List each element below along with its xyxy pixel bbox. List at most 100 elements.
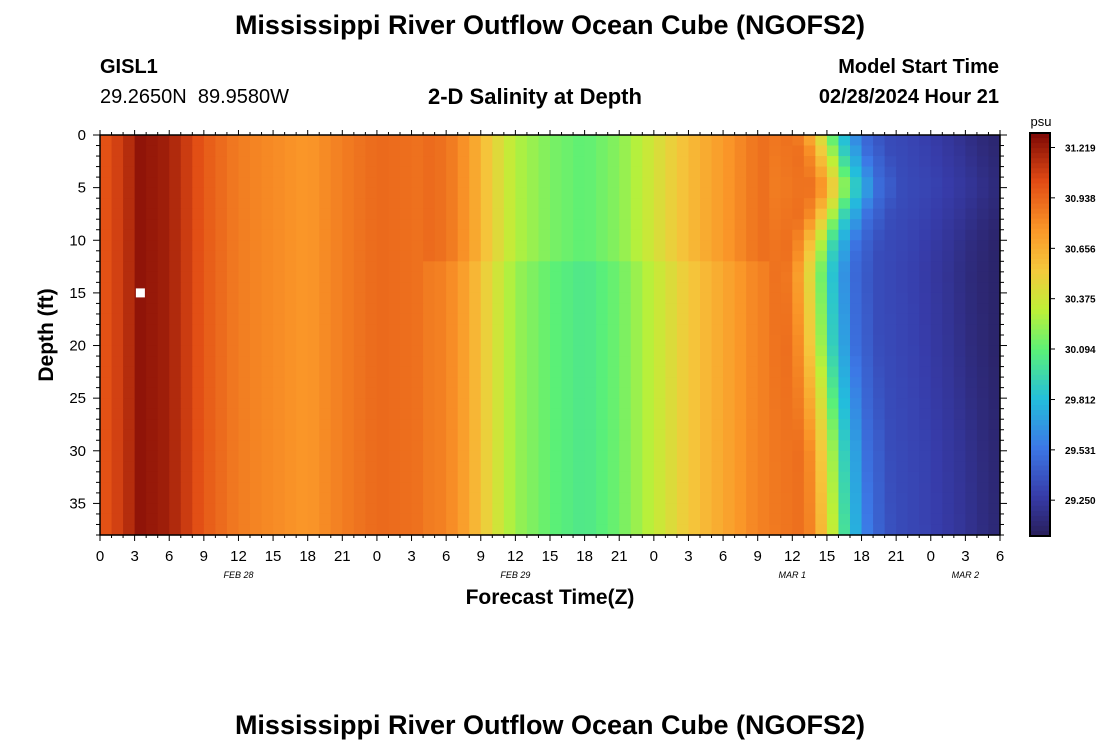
heatmap-cell — [261, 471, 274, 483]
heatmap-cell — [757, 461, 770, 473]
heatmap-cell — [169, 240, 182, 252]
heatmap-cell — [238, 208, 251, 220]
heatmap-cell — [388, 187, 401, 199]
heatmap-cell — [146, 408, 159, 420]
heatmap-cell — [988, 524, 1001, 536]
heatmap-cell — [919, 335, 932, 347]
colorbar-tick-label: 29.250 — [1065, 496, 1096, 507]
heatmap-cell — [515, 356, 528, 368]
heatmap-cell — [284, 408, 297, 420]
heatmap-cell — [653, 503, 666, 515]
heatmap-cell — [676, 145, 690, 157]
heatmap-cell — [492, 524, 505, 536]
heatmap-cell — [123, 524, 136, 536]
heatmap-cell — [769, 177, 782, 189]
heatmap-cell — [607, 471, 620, 483]
heatmap-cell — [907, 356, 920, 368]
heatmap-cell — [400, 524, 413, 536]
heatmap-cell — [953, 250, 966, 262]
heatmap-cell — [919, 387, 932, 399]
heatmap-cell — [238, 187, 251, 199]
heatmap-cell — [261, 492, 274, 505]
heatmap-cell — [469, 282, 482, 294]
heatmap-cell — [653, 292, 666, 305]
heatmap-cell — [469, 482, 482, 494]
heatmap-cell — [630, 419, 643, 431]
x-tick-label: 0 — [927, 548, 935, 565]
heatmap-cell — [838, 177, 851, 189]
heatmap-cell — [561, 408, 574, 420]
heatmap-cell — [319, 282, 332, 294]
heatmap-cell — [100, 135, 113, 147]
heatmap-cell — [457, 461, 470, 473]
heatmap-cell — [423, 440, 436, 452]
heatmap-cell — [376, 135, 390, 147]
heatmap-cell — [526, 135, 540, 147]
heatmap-cell — [688, 471, 701, 483]
heatmap-cell — [307, 482, 320, 494]
heatmap-cell — [873, 366, 886, 378]
heatmap-cell — [838, 345, 851, 357]
heatmap-cell — [873, 524, 886, 536]
heatmap-cell — [273, 377, 286, 389]
heatmap-cell — [700, 503, 713, 515]
heatmap-cell — [492, 177, 505, 189]
heatmap-cell — [803, 377, 816, 389]
heatmap-cell — [100, 229, 113, 241]
heatmap-cell — [619, 177, 632, 189]
heatmap-cell — [780, 240, 793, 252]
heatmap-cell — [734, 303, 747, 315]
day-label: FEB 28 — [223, 570, 253, 580]
heatmap-cell — [826, 240, 840, 252]
heatmap-cell — [561, 503, 574, 515]
heatmap-cell — [515, 503, 528, 515]
heatmap-cell — [688, 345, 701, 357]
heatmap-cell — [273, 250, 286, 262]
heatmap-cell — [146, 219, 159, 231]
heatmap-cell — [123, 356, 136, 368]
heatmap-cell — [850, 166, 863, 178]
heatmap-cell — [111, 345, 124, 357]
heatmap-cell — [896, 271, 909, 283]
heatmap-cell — [850, 398, 863, 410]
heatmap-cell — [896, 282, 909, 294]
heatmap-cell — [861, 492, 874, 505]
heatmap-cell — [988, 345, 1001, 357]
heatmap-cell — [884, 229, 897, 241]
heatmap-cell — [607, 398, 620, 410]
heatmap-cell — [850, 219, 863, 231]
heatmap-cell — [226, 513, 240, 526]
heatmap-cell — [146, 377, 159, 389]
heatmap-cell — [607, 503, 620, 515]
heatmap-cell — [388, 229, 401, 241]
colorbar-swatch — [1030, 475, 1050, 482]
heatmap-cell — [607, 187, 620, 199]
heatmap-cell — [965, 166, 978, 178]
heatmap-cell — [561, 219, 574, 231]
heatmap-cell — [261, 524, 274, 536]
heatmap-cell — [388, 377, 401, 389]
heatmap-cell — [550, 324, 563, 336]
heatmap-cell — [307, 429, 320, 441]
heatmap-cell — [584, 524, 597, 536]
heatmap-cell — [469, 366, 482, 378]
heatmap-cell — [942, 419, 955, 431]
heatmap-cell — [157, 419, 170, 431]
heatmap-cell — [653, 429, 666, 441]
heatmap-cell — [123, 135, 136, 147]
heatmap-cell — [780, 187, 793, 199]
heatmap-cell — [492, 198, 505, 210]
heatmap-cell — [976, 271, 990, 283]
heatmap-cell — [803, 513, 816, 526]
heatmap-cell — [469, 261, 482, 273]
heatmap-cell — [238, 366, 251, 378]
heatmap-cell — [884, 513, 897, 526]
heatmap-cell — [596, 450, 609, 462]
heatmap-cell — [111, 187, 124, 199]
heatmap-cell — [100, 366, 113, 378]
heatmap-cell — [492, 135, 505, 147]
heatmap-cell — [411, 313, 424, 326]
heatmap-cell — [676, 524, 690, 536]
heatmap-cell — [700, 187, 713, 199]
